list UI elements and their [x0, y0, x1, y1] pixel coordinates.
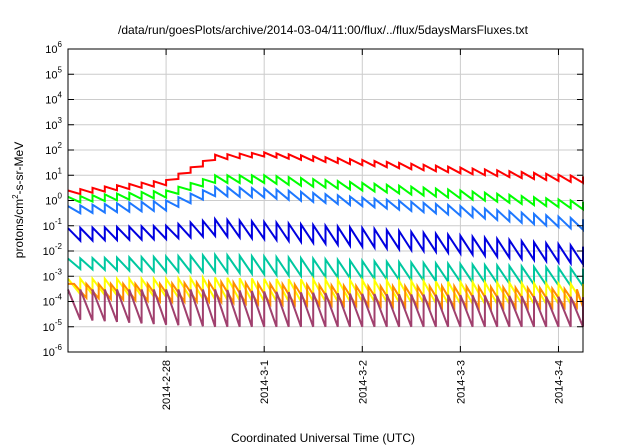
series-line-3: [67, 184, 584, 233]
y-tick-label: 103: [45, 116, 62, 132]
y-axis: 10-610-510-410-310-210-11001011021031041…: [43, 40, 583, 359]
y-tick-label: 10-6: [43, 343, 63, 359]
y-tick-exponent: 0: [58, 192, 63, 201]
y-tick-base: 10: [45, 145, 57, 157]
y-tick-exponent: -5: [55, 318, 63, 327]
y-tick-base: 10: [43, 322, 55, 334]
y-tick-exponent: 1: [58, 166, 63, 175]
y-tick-base: 10: [45, 170, 57, 182]
series-line-4: [67, 216, 584, 268]
series-line-7: [68, 278, 584, 311]
y-tick-exponent: -6: [55, 343, 63, 352]
y-tick-base: 10: [43, 271, 55, 283]
y-tick-exponent: 3: [58, 116, 63, 125]
y-tick-label: 102: [45, 141, 62, 157]
y-tick-exponent: -1: [55, 217, 63, 226]
x-tick-label: 2014-3-1: [259, 360, 271, 404]
x-tick-label: 2014-3-3: [455, 360, 467, 404]
y-tick-base: 10: [45, 95, 57, 107]
y-tick-label: 104: [45, 91, 62, 107]
y-tick-base: 10: [45, 120, 57, 132]
series-group: [67, 150, 584, 328]
y-tick-label: 10-5: [43, 318, 63, 334]
y-tick-label: 101: [45, 166, 62, 182]
y-axis-label: protons/cm2-s-sr-MeV: [11, 142, 26, 258]
y-tick-base: 10: [45, 69, 57, 81]
y-tick-label: 10-1: [43, 217, 63, 233]
x-tick-label: 2014-2-28: [161, 360, 173, 410]
x-tick-label: 2014-3-2: [357, 360, 369, 404]
y-tick-label: 10-3: [43, 267, 63, 283]
x-axis: 2014-2-28 2014-3-1 2014-3-2 2014-3-3 2014-3-…: [161, 49, 565, 410]
y-tick-base: 10: [45, 44, 57, 56]
series-line-5: [67, 251, 584, 290]
y-tick-exponent: 4: [58, 91, 63, 100]
y-axis-label-main: protons/cm: [12, 199, 26, 258]
y-tick-exponent: 2: [58, 141, 63, 150]
y-tick-exponent: -2: [55, 242, 63, 251]
chart-title: /data/run/goesPlots/archive/2014-03-04/1…: [118, 23, 529, 37]
y-tick-base: 10: [45, 196, 57, 208]
y-tick-exponent: 6: [58, 40, 63, 49]
y-tick-base: 10: [43, 246, 55, 258]
y-tick-exponent: 5: [58, 65, 63, 74]
y-tick-label: 10-4: [43, 293, 63, 309]
y-tick-label: 106: [45, 40, 62, 56]
series-line-8: [67, 289, 584, 328]
y-tick-base: 10: [43, 347, 55, 359]
y-tick-label: 105: [45, 65, 62, 81]
series-line-2: [67, 173, 584, 212]
y-tick-label: 10-2: [43, 242, 63, 258]
y-tick-base: 10: [43, 221, 55, 233]
x-tick-label: 2014-3-4: [553, 360, 565, 404]
y-axis-label-superscript: 2: [11, 194, 20, 199]
y-tick-exponent: -4: [55, 293, 63, 302]
series-line-1: [67, 150, 584, 196]
y-tick-base: 10: [43, 297, 55, 309]
y-axis-label-unit: -s-sr-MeV: [12, 142, 26, 195]
x-axis-label: Coordinated Universal Time (UTC): [231, 431, 415, 445]
y-tick-label: 100: [45, 192, 62, 208]
y-tick-exponent: -3: [55, 267, 63, 276]
